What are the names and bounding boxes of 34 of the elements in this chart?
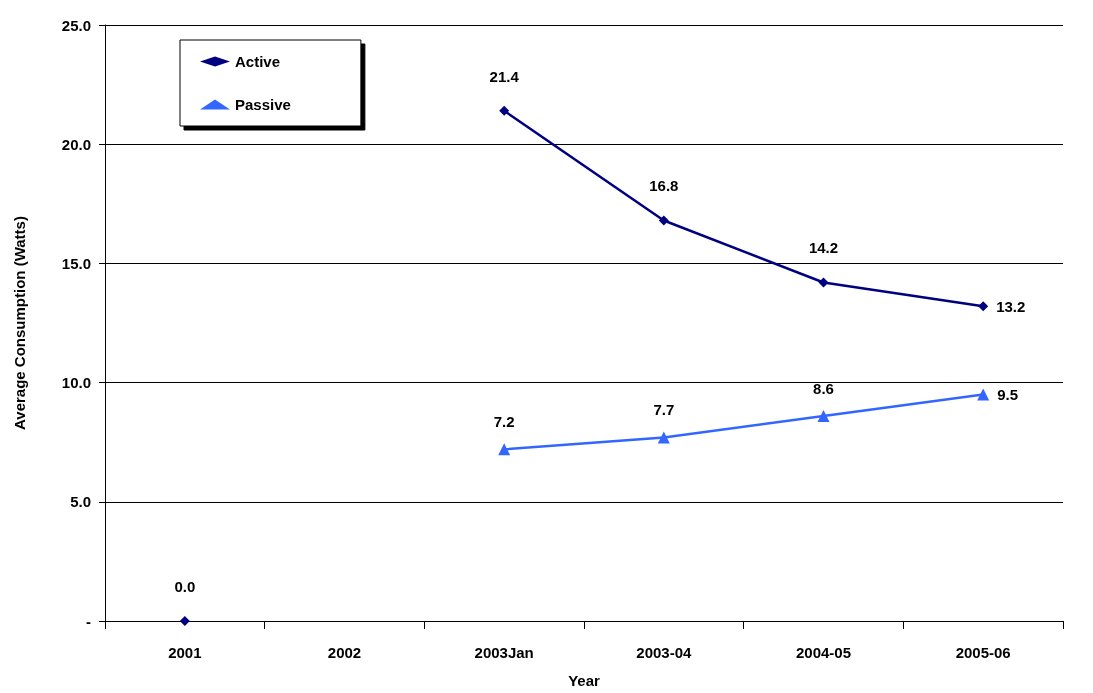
x-axis-title: Year: [568, 672, 601, 689]
point: [978, 301, 989, 312]
data-label: 7.7: [653, 401, 675, 419]
point: [499, 105, 510, 116]
data-label: 7.2: [493, 413, 515, 431]
point: [817, 409, 830, 422]
point: [658, 215, 669, 226]
x-tick-label: 2002: [327, 644, 362, 661]
point: [657, 431, 670, 444]
y-tick-label: 10.0: [61, 374, 91, 392]
x-tick-label: 2003Jan: [474, 644, 534, 661]
y-tick-label: -: [86, 612, 91, 630]
y-tick-label: 5.0: [70, 493, 91, 511]
point: [977, 388, 990, 401]
point: [498, 443, 511, 456]
legend-label: Active: [235, 53, 281, 70]
data-label: 21.4: [489, 67, 520, 85]
data-label: 13.2: [996, 297, 1026, 315]
x-tick-label: 2001: [168, 644, 202, 661]
point: [818, 277, 829, 288]
x-tick-label: 2005-06: [955, 644, 1011, 661]
data-label: 0.0: [174, 578, 196, 595]
data-label: 9.5: [997, 386, 1019, 404]
y-axis-title: Average Consumption (Watts): [11, 216, 28, 430]
point: [179, 616, 190, 626]
data-label: 16.8: [649, 177, 679, 195]
y-tick-label: 25.0: [61, 16, 91, 34]
x-tick-label: 2004-05: [795, 644, 852, 661]
legend-label: Passive: [235, 96, 291, 113]
data-label: 14.2: [808, 239, 839, 257]
y-tick-label: 20.0: [61, 135, 91, 153]
data-label: 8.6: [813, 379, 834, 397]
y-tick-label: 15.0: [61, 254, 91, 272]
x-tick-label: 2003-04: [636, 644, 693, 661]
